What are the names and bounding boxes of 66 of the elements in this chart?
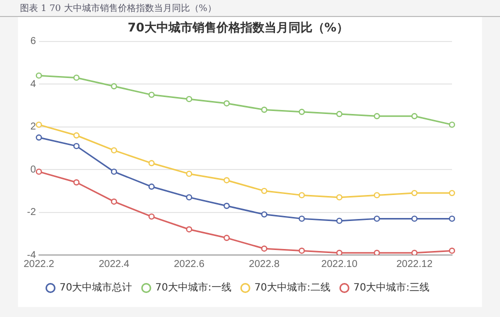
- point: [110, 168, 118, 175]
- point: [110, 147, 118, 154]
- x-tick-label: 2022.12: [396, 258, 433, 270]
- point: [73, 132, 80, 138]
- point: [261, 211, 268, 218]
- point: [374, 192, 380, 198]
- chart-subtitle: 图表 1 70 大中城市销售价格指数当月同比（%）: [0, 0, 500, 17]
- point: [261, 106, 268, 113]
- point: [336, 250, 342, 255]
- y-tick-label: 0: [30, 164, 36, 176]
- point: [36, 134, 42, 141]
- point: [186, 170, 192, 177]
- point: [448, 122, 456, 128]
- point: [148, 184, 155, 190]
- point: [336, 218, 342, 224]
- point: [36, 168, 42, 175]
- legend-label: 70大中城市总计: [59, 282, 132, 294]
- point: [448, 190, 456, 196]
- x-tick-label: 2022.2: [24, 258, 55, 270]
- point: [148, 213, 155, 220]
- point: [186, 226, 192, 232]
- point: [36, 72, 42, 79]
- point: [186, 194, 192, 200]
- y-tick-label: 2: [30, 122, 36, 133]
- x-tick-label: 2022.8: [248, 258, 280, 270]
- point: [186, 96, 192, 102]
- y-tick-label: -2: [26, 207, 36, 218]
- legend-label: 70大中城市:二线: [254, 282, 330, 294]
- point: [298, 108, 305, 115]
- legend-label: 70大中城市:三线: [353, 282, 430, 294]
- point: [411, 216, 418, 222]
- point: [374, 216, 380, 222]
- point: [336, 194, 342, 200]
- point: [110, 198, 118, 205]
- x-tick-label: 2022.10: [321, 258, 358, 270]
- point: [36, 122, 42, 128]
- point: [73, 179, 80, 186]
- point: [261, 245, 268, 252]
- point: [448, 248, 456, 254]
- point: [224, 177, 230, 184]
- point: [148, 160, 155, 166]
- point: [224, 202, 230, 209]
- chart-title: 70大中城市销售价格指数当月同比（%）: [128, 20, 348, 34]
- point: [374, 113, 380, 120]
- point: [411, 250, 418, 255]
- y-tick-label: -4: [26, 250, 36, 261]
- point: [261, 188, 268, 194]
- point: [73, 142, 80, 150]
- point: [298, 248, 305, 254]
- y-tick-label: 4: [30, 78, 36, 90]
- point: [411, 190, 418, 196]
- point: [448, 216, 456, 222]
- y-tick-label: 6: [30, 36, 36, 48]
- point: [224, 100, 230, 106]
- point: [411, 113, 418, 120]
- legend-label: 70大中城市:一线: [155, 282, 232, 294]
- x-tick-label: 2022.6: [174, 258, 205, 270]
- point: [298, 192, 305, 198]
- point: [73, 74, 80, 81]
- point: [148, 92, 155, 98]
- point: [298, 216, 305, 222]
- x-tick-label: 2022.4: [98, 258, 130, 270]
- point: [224, 234, 230, 242]
- point: [110, 83, 118, 90]
- point: [374, 250, 380, 255]
- point: [336, 110, 342, 118]
